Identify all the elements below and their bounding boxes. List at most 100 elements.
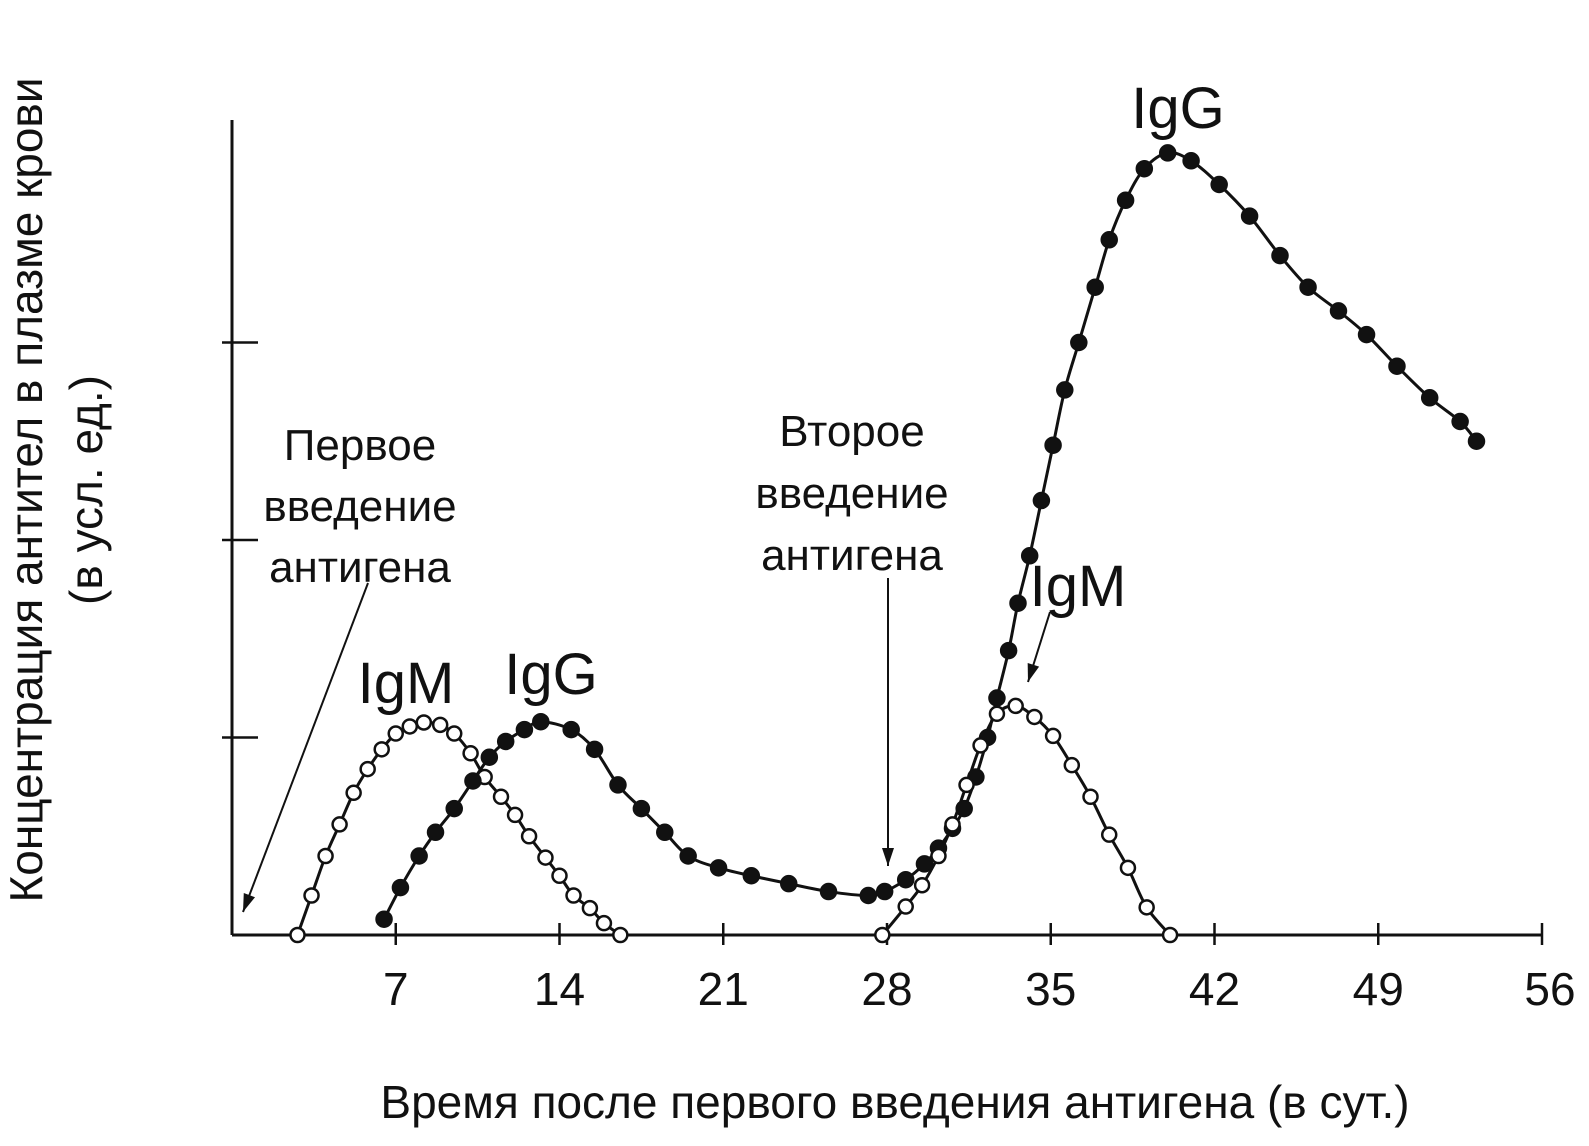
igm-data-point: [373, 741, 390, 758]
igm-data-point: [958, 776, 975, 794]
igg-data-point: [1451, 412, 1469, 431]
second-injection-line-3: антигена: [761, 531, 943, 580]
y-axis-units: (в усл. ед.): [60, 375, 112, 605]
igm-data-point: [317, 847, 334, 865]
igg-data-point: [1210, 175, 1228, 194]
igg-data-point: [562, 720, 580, 739]
x-axis-label: Время после первого введения антигена (в…: [380, 1076, 1409, 1128]
igg-data-point: [632, 799, 651, 818]
igm-primary-label: IgM: [358, 651, 455, 716]
igm-secondary-arrow-head: [1027, 663, 1040, 682]
labels: Время после первого введения антигена (в…: [0, 76, 1410, 1128]
igg-data-point: [1271, 246, 1289, 265]
igg-data-point: [1086, 278, 1104, 296]
igm-data-point: [431, 716, 449, 734]
igg-data-point: [1329, 302, 1348, 320]
x-tick-label: 56: [1524, 963, 1575, 1015]
igm-data-point: [506, 806, 524, 824]
igg-data-point: [1070, 333, 1088, 352]
igg-data-point: [915, 855, 934, 873]
igg-data-point: [875, 882, 894, 901]
igm-data-point: [345, 784, 362, 802]
igm-data-point: [445, 725, 463, 742]
igm-data-point: [913, 876, 931, 894]
igm-data-point: [897, 898, 914, 915]
igg-data-point: [480, 748, 499, 766]
igg-data-point: [410, 847, 428, 865]
igm-data-point: [988, 705, 1006, 723]
igg-secondary-label: IgG: [1131, 76, 1225, 141]
second-injection-line-1: Второе: [779, 407, 924, 456]
igg-data-point: [496, 732, 515, 751]
igm-data-point: [1119, 859, 1137, 877]
second-injection-line-2: введение: [755, 469, 948, 518]
igg-data-point: [988, 689, 1006, 707]
igm-data-point: [520, 828, 538, 845]
igg-data-point: [780, 874, 798, 893]
igm-data-point: [1063, 756, 1081, 774]
igm-data-point: [551, 867, 568, 884]
igg-data-point: [1044, 436, 1062, 454]
igg-data-point: [709, 859, 728, 877]
igm-data-point: [303, 887, 320, 904]
igg-data-point: [391, 878, 410, 897]
y-axis-label: Концентрация антител в плазме крови: [0, 77, 52, 902]
igg-data-point: [1158, 144, 1177, 162]
igg-data-point: [1467, 432, 1486, 450]
igg-data-point: [1299, 278, 1317, 296]
igm-data-point: [331, 816, 348, 833]
markers: [289, 144, 1486, 944]
igm-data-point: [359, 760, 376, 778]
igm-data-point: [1082, 788, 1099, 805]
igg-data-point: [585, 740, 604, 759]
x-tick-label: 28: [861, 963, 912, 1015]
igg-data-point: [742, 867, 761, 885]
igg-data-point: [1357, 325, 1376, 344]
igm-data-point: [1138, 899, 1155, 916]
igg-data-point: [464, 772, 482, 790]
igg-data-point: [1240, 207, 1259, 225]
igg-data-point: [532, 712, 550, 731]
igg-data-point: [1020, 547, 1039, 565]
igm-data-point: [595, 914, 613, 932]
igg-data-point: [1135, 159, 1154, 178]
first-injection-arrow-head: [243, 893, 256, 912]
igm-data-point: [387, 725, 404, 742]
x-tick-label: 14: [534, 963, 585, 1015]
igm-data-point: [1161, 926, 1179, 944]
igg-data-point: [1100, 231, 1118, 249]
x-tick-label: 49: [1353, 963, 1404, 1015]
igg-data-point: [609, 776, 627, 794]
igm-data-point: [944, 816, 961, 833]
igm-data-point: [581, 899, 599, 917]
igm-data-point: [1026, 708, 1043, 726]
igm-data-point: [930, 847, 947, 865]
igg-data-point: [656, 823, 674, 842]
arrows: [242, 578, 1051, 913]
igg-data-point: [1032, 491, 1051, 510]
igg-data-point: [426, 823, 445, 842]
igm-data-point: [462, 745, 479, 762]
igg-data-point: [1388, 357, 1406, 375]
x-ticks: 7 14 21 28 35 42 49 56: [383, 923, 1576, 1015]
y-ticks: [222, 341, 258, 739]
igm-data-point: [874, 926, 891, 944]
igm-data-point: [492, 788, 510, 805]
igg-data-point: [1009, 594, 1027, 612]
igm-data-point: [401, 718, 419, 735]
igm-data-point: [972, 737, 989, 754]
igg-data-point: [955, 799, 973, 818]
x-tick-label: 35: [1025, 963, 1076, 1015]
first-injection-line-2: введение: [263, 482, 456, 531]
igm-data-point: [1044, 727, 1062, 745]
igg-primary-label: IgG: [504, 642, 598, 707]
igm-data-point: [1007, 697, 1024, 715]
igm-data-point: [289, 926, 306, 944]
igg-data-point: [819, 882, 838, 901]
igm-data-point: [415, 714, 433, 731]
second-injection-arrow-head: [882, 848, 894, 866]
igg-data-point: [859, 886, 878, 905]
x-tick-label: 42: [1189, 963, 1240, 1015]
x-tick-label: 7: [383, 963, 409, 1015]
igm-data-point: [1100, 826, 1118, 843]
